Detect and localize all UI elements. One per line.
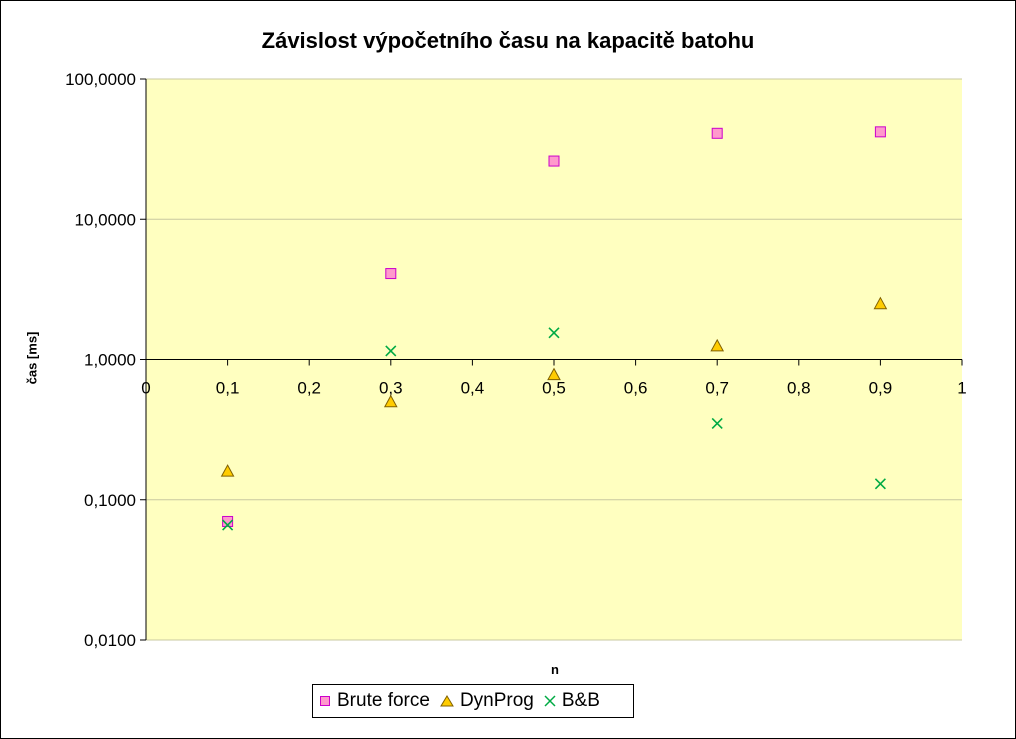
x-tick-label: 0,5 bbox=[542, 379, 566, 398]
data-point-bb bbox=[222, 519, 234, 531]
x-tick-label: 0,9 bbox=[869, 379, 893, 398]
data-point-dynprog bbox=[547, 367, 561, 381]
x-tick-label: 0,4 bbox=[461, 379, 485, 398]
y-tick-label: 0,0100 bbox=[84, 631, 136, 650]
data-point-bb bbox=[385, 345, 397, 357]
legend-label: Brute force bbox=[337, 690, 430, 711]
x-tick-label: 0,8 bbox=[787, 379, 811, 398]
data-point-bb bbox=[874, 478, 886, 490]
data-point-brute-force bbox=[711, 127, 723, 139]
y-tick-label: 100,0000 bbox=[65, 70, 136, 89]
legend-x-marker-icon bbox=[544, 695, 556, 707]
x-tick-label: 0,7 bbox=[705, 379, 729, 398]
y-tick-label: 0,1000 bbox=[84, 491, 136, 510]
legend-item-dynprog: DynProg bbox=[440, 690, 534, 712]
data-point-brute-force bbox=[222, 515, 234, 527]
data-point-dynprog bbox=[873, 296, 888, 310]
x-tick-label: 0 bbox=[141, 379, 150, 398]
y-tick-label: 10,0000 bbox=[75, 210, 136, 229]
legend-item-bb: B&B bbox=[544, 690, 600, 712]
legend-square-marker-icon bbox=[320, 696, 330, 706]
data-point-bb bbox=[711, 417, 723, 430]
data-point-dynprog bbox=[710, 338, 725, 352]
chart-title: Závislost výpočetního času na kapacitě b… bbox=[261, 28, 755, 53]
x-tick-label: 0,2 bbox=[297, 379, 321, 398]
data-point-brute-force bbox=[874, 126, 886, 138]
data-point-dynprog bbox=[383, 394, 398, 408]
x-axis-label: n bbox=[551, 662, 559, 677]
legend-label: DynProg bbox=[459, 690, 534, 711]
legend-triangle-marker-icon bbox=[440, 695, 454, 707]
x-tick-label: 1 bbox=[957, 379, 966, 398]
legend-item-brute-force: Brute force bbox=[319, 690, 430, 712]
legend-label: B&B bbox=[561, 690, 600, 711]
data-point-brute-force bbox=[385, 268, 397, 280]
x-tick-label: 0,1 bbox=[216, 379, 240, 398]
x-tick-label: 0,6 bbox=[624, 379, 648, 398]
data-point-dynprog bbox=[220, 464, 235, 477]
data-point-bb bbox=[548, 327, 560, 339]
legend: Brute force DynProg B&B bbox=[312, 684, 634, 718]
x-tick-label: 0,3 bbox=[379, 379, 403, 398]
data-point-brute-force bbox=[548, 155, 560, 167]
y-tick-label: 1,0000 bbox=[84, 351, 136, 370]
